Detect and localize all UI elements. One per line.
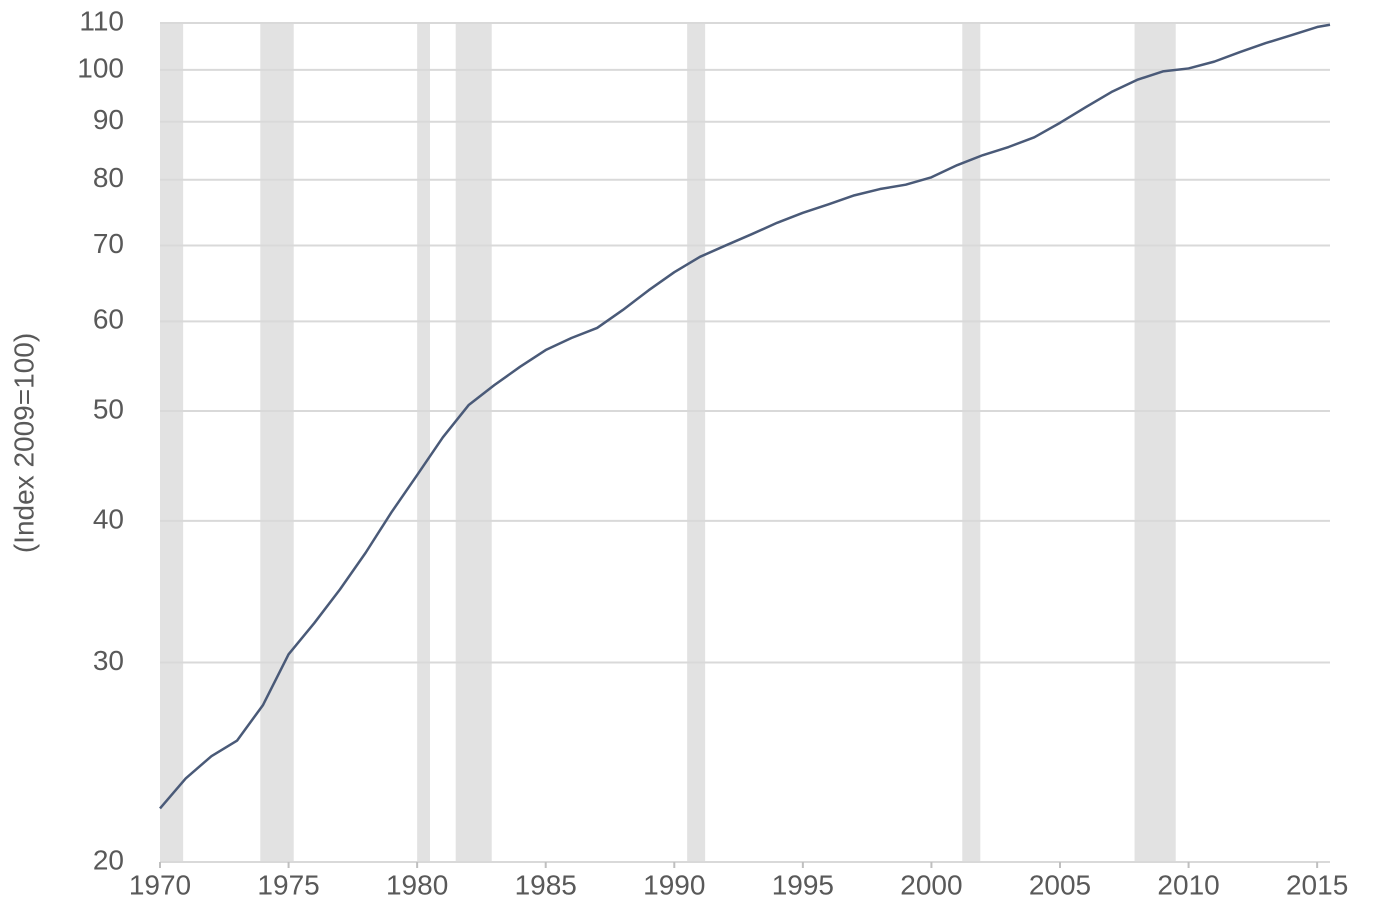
y-tick-label: 110 (79, 5, 124, 36)
x-tick-label: 1975 (257, 869, 319, 900)
recession-band (455, 23, 492, 862)
recession-band (260, 23, 294, 862)
y-tick-label: 30 (93, 645, 124, 676)
recession-band (687, 23, 706, 862)
recession-band (417, 23, 430, 862)
x-tick-label: 2015 (1286, 869, 1348, 900)
recession-band (1134, 23, 1176, 862)
x-tick-label: 1980 (386, 869, 448, 900)
x-tick-label: 2000 (900, 869, 962, 900)
x-tick-label: 2010 (1157, 869, 1219, 900)
y-tick-label: 100 (77, 52, 124, 83)
y-axis-label: (Index 2009=100) (8, 333, 39, 553)
x-tick-label: 1995 (772, 869, 834, 900)
y-tick-label: 60 (93, 304, 124, 335)
x-tick-label: 1990 (643, 869, 705, 900)
recession-band (160, 23, 184, 862)
x-tick-label: 1970 (129, 869, 191, 900)
x-tick-label: 2005 (1029, 869, 1091, 900)
y-tick-label: 80 (93, 162, 124, 193)
y-tick-label: 70 (93, 228, 124, 259)
y-tick-label: 40 (93, 503, 124, 534)
y-tick-label: 90 (93, 104, 124, 135)
y-tick-label: 20 (93, 844, 124, 875)
x-tick-label: 1985 (515, 869, 577, 900)
y-tick-label: 50 (93, 393, 124, 424)
data-line (159, 23, 1331, 810)
recession-band (962, 23, 981, 862)
